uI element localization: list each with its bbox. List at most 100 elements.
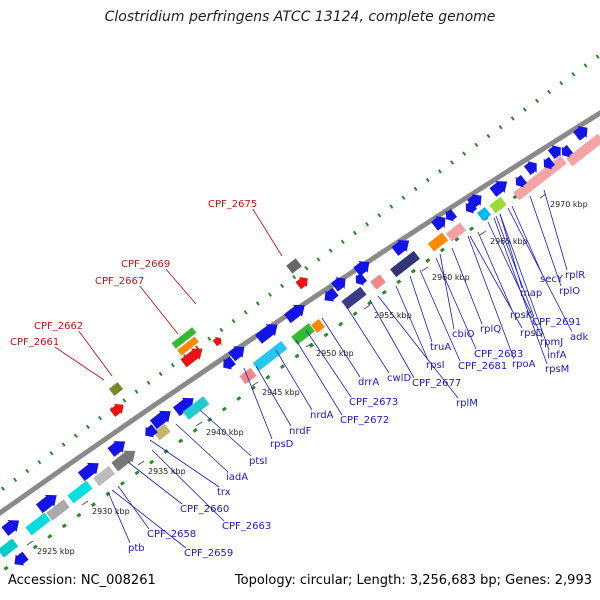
gene-arrow-reverse	[445, 208, 458, 222]
kbp-label: 2925 kbp	[37, 547, 75, 556]
gene-label-leader	[487, 221, 543, 338]
map-title: Clostridium perfringens ATCC 13124, comp…	[104, 9, 496, 25]
gene-arrow-forward	[391, 240, 410, 256]
gene-arrow-cpf-2661	[109, 403, 124, 417]
gene-label-leader	[199, 409, 252, 457]
gene-label: rpoA	[512, 359, 536, 370]
gc-content-track-outer	[0, 53, 600, 494]
kbp-tick	[137, 460, 145, 466]
gene-arrow-forward	[228, 346, 245, 362]
gene-arrow-reverse	[465, 200, 478, 214]
gene-arrow-forward	[573, 126, 588, 141]
gene-label-leader	[409, 275, 433, 343]
gene-label-leader-red	[252, 208, 283, 257]
gene-label-red: CPF_2667	[95, 276, 144, 287]
gene-label: secY	[540, 274, 564, 285]
gene-label-leader	[255, 365, 292, 427]
gene-label: iadA	[226, 472, 248, 483]
kbp-tick	[251, 381, 259, 387]
feature-block	[46, 499, 70, 521]
gene-arrow-forward	[255, 324, 278, 344]
gene-label: CPF_2658	[147, 529, 196, 540]
gene-label-red: CPF_2661	[10, 337, 59, 348]
feature-block	[489, 196, 507, 214]
gene-label-leader	[243, 367, 273, 440]
gene-label: rplR	[565, 270, 585, 281]
gene-arrow-reverse	[355, 272, 368, 286]
gene-label: rpsI	[426, 360, 445, 371]
gene-label-leader	[493, 217, 548, 365]
feature-block	[252, 341, 288, 371]
gene-arrow-reverse	[515, 174, 528, 188]
gene-label: infA	[547, 350, 567, 361]
kbp-tick	[195, 421, 203, 427]
gene-label: rplO	[559, 286, 580, 297]
gene-label: ptb	[128, 543, 145, 554]
gene-arrow-forward	[35, 494, 57, 514]
feature-block	[390, 250, 420, 278]
gene-label: nrdA	[310, 410, 334, 421]
gene-arrow-forward	[111, 450, 136, 472]
gene-label-leader-red	[165, 268, 197, 305]
gene-label: CPF_2663	[222, 521, 271, 532]
feature-block	[239, 367, 257, 385]
kbp-label: 2950 kbp	[316, 349, 354, 358]
gene-label: cwlD	[387, 373, 411, 384]
gene-arrow-forward	[431, 216, 446, 231]
kbp-label: 2970 kbp	[550, 200, 588, 209]
gene-label: truA	[430, 342, 451, 353]
gene-label-leader	[419, 269, 461, 362]
gene-arrow-forward	[523, 161, 537, 176]
gene-arrow-cpf-2675	[295, 276, 308, 290]
gene-arrow-forward	[489, 181, 508, 197]
feature-block	[445, 222, 467, 242]
gene-label: CPF_2673	[349, 397, 398, 408]
gene-label-leader	[377, 295, 459, 399]
feature-block	[153, 423, 171, 441]
gene-label-leader	[111, 489, 187, 549]
gene-label: adk	[570, 332, 588, 343]
gene-arrow-forward	[77, 462, 99, 482]
feature-block	[67, 480, 93, 504]
kbp-tick	[363, 304, 371, 310]
gene-arrow-forward	[353, 261, 370, 277]
feature-block	[0, 538, 19, 558]
gene-arrow-reverse	[561, 144, 574, 158]
gene-label-red: CPF_2675	[208, 199, 257, 210]
gene-label: CPF_2672	[340, 415, 389, 426]
gene-arrow-reverse	[543, 156, 556, 170]
gene-arrow-forward	[283, 304, 305, 324]
gene-arrow-forward	[1, 520, 20, 536]
gene-label: CPF_2677	[412, 378, 461, 389]
gene-label: rpsK	[510, 310, 533, 321]
gene-label-leader	[529, 195, 562, 287]
gene-label: rpsD	[270, 439, 294, 450]
gene-block-cpf-2662	[108, 382, 124, 396]
feature-block	[341, 286, 367, 310]
gene-arrow-reverse	[223, 356, 236, 370]
gene-label: map	[520, 288, 542, 299]
gene-arrow-reverse	[145, 424, 158, 438]
kbp-label: 2945 kbp	[262, 388, 300, 397]
gene-label-leader	[499, 213, 550, 351]
feature-block	[291, 323, 315, 345]
feature-block	[566, 133, 600, 167]
feature-block	[476, 206, 492, 222]
gene-arrow-cpf-2667	[180, 348, 203, 368]
gene-arrow-forward	[547, 145, 561, 160]
kbp-tick	[81, 500, 89, 506]
kbp-label: 2965 kbp	[490, 237, 528, 246]
feature-block	[427, 232, 449, 252]
gene-label: rpmJ	[540, 337, 563, 348]
gene-label: cbiO	[452, 329, 475, 340]
gene-label-leader-red	[139, 285, 179, 335]
gene-label: trx	[217, 487, 231, 498]
gene-label: rplM	[456, 398, 478, 409]
gene-label-leader	[117, 485, 150, 530]
accession-text: Accession: NC_008261	[8, 573, 156, 588]
gene-arrow-reverse	[14, 551, 29, 566]
gene-label-leader	[127, 461, 183, 505]
kbp-label: 2935 kbp	[148, 467, 186, 476]
feature-block	[310, 318, 326, 334]
